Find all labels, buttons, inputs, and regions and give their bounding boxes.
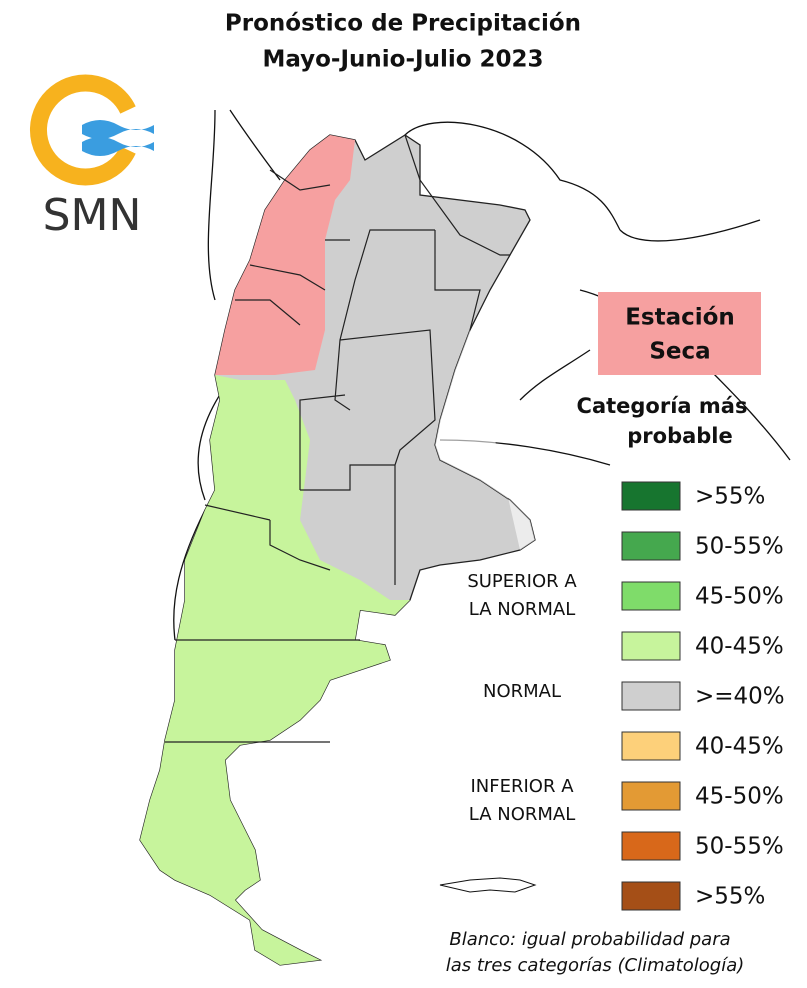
callout-line: Seca <box>649 339 710 365</box>
legend-swatch <box>621 531 681 561</box>
legend-swatch <box>621 631 681 661</box>
legend-group: INFERIOR A <box>470 776 574 797</box>
logo-text: SMN <box>43 190 142 241</box>
footnote: Blanco: igual probabilidad para <box>449 929 730 950</box>
legend-label: 40-45% <box>695 734 784 760</box>
legend-swatch <box>621 681 681 711</box>
legend-label: 50-55% <box>695 534 784 560</box>
legend-swatch <box>621 781 681 811</box>
legend-label: >55% <box>695 484 765 510</box>
legend-group: LA NORMAL <box>469 804 576 825</box>
legend-title: Categoría más <box>577 394 748 418</box>
legend-title: probable <box>627 424 733 448</box>
callout-box <box>598 292 761 375</box>
legend-group: NORMAL <box>483 681 561 702</box>
callout-line: Estación <box>625 305 735 331</box>
legend: >55% 50-55% 45-50% 40-45% >=40% 40-45% 45-50% 5… <box>467 481 785 911</box>
legend-label: 40-45% <box>695 634 784 660</box>
legend-label: >=40% <box>695 684 785 710</box>
legend-group: LA NORMAL <box>469 599 576 620</box>
title: Pronóstico de Precipitación <box>225 11 581 37</box>
legend-swatch <box>621 481 681 511</box>
legend-label: 50-55% <box>695 834 784 860</box>
legend-swatch <box>621 881 681 911</box>
legend-group: SUPERIOR A <box>467 571 577 592</box>
legend-label: 45-50% <box>695 784 784 810</box>
legend-label: >55% <box>695 884 765 910</box>
legend-swatch <box>621 731 681 761</box>
subtitle: Mayo-Junio-Julio 2023 <box>262 47 543 73</box>
map <box>139 109 791 966</box>
logo: SMN <box>30 74 154 241</box>
legend-swatch <box>621 581 681 611</box>
footnote: las tres categorías (Climatología) <box>446 955 745 976</box>
legend-label: 45-50% <box>695 584 784 610</box>
legend-swatch <box>621 831 681 861</box>
